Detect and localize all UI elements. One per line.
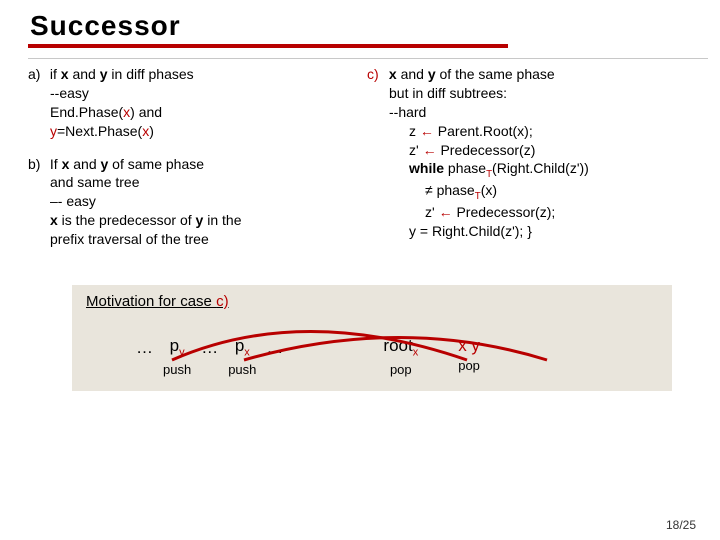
motivation-title: Motivation for case c) <box>72 293 672 310</box>
case-c-line6: while phaseT(Right.Child(z')) <box>367 159 692 181</box>
dots-1: … <box>132 336 157 360</box>
case-c-line4: z ← Parent.Root(x); <box>367 122 692 141</box>
left-column: a) if x and y in diff phases --easy End.… <box>28 65 353 263</box>
case-b-line4: x is the predecessor of y in the <box>28 211 353 230</box>
case-a-line4: y=Next.Phase(x) <box>28 122 353 141</box>
case-c-line3: --hard <box>367 103 692 122</box>
case-a-line3: End.Phase(x) and <box>28 103 353 122</box>
page-number: 18/25 <box>666 518 696 532</box>
dots-2: … <box>197 336 222 360</box>
case-a-line1: if x and y in diff phases <box>50 66 194 82</box>
case-a-line2: --easy <box>28 84 353 103</box>
cell-py: py push <box>163 336 191 377</box>
dots-3: … <box>262 336 287 360</box>
gray-divider <box>28 58 708 59</box>
content-columns: a) if x and y in diff phases --easy End.… <box>28 65 692 263</box>
case-b-line1: If x and y of same phase <box>50 156 204 172</box>
cell-px: px push <box>228 336 256 377</box>
cell-rootx: rootx pop <box>383 336 418 377</box>
case-c: c) x and y of the same phase but in diff… <box>367 65 692 241</box>
case-b: b) If x and y of same phase and same tre… <box>28 155 353 249</box>
case-c-label: c) <box>367 65 385 84</box>
case-a-label: a) <box>28 65 46 84</box>
case-b-line2: and same tree <box>28 173 353 192</box>
case-c-line7: ≠ phaseT(x) <box>367 181 692 203</box>
case-c-line2: but in diff subtrees: <box>367 84 692 103</box>
case-b-line3: –- easy <box>28 192 353 211</box>
cell-xy: x y pop <box>458 336 480 373</box>
case-c-line9: y = Right.Child(z'); } <box>367 222 692 241</box>
case-c-line8: z' ← Predecessor(z); <box>367 203 692 222</box>
case-c-line1: x and y of the same phase <box>389 66 555 82</box>
case-b-line5: prefix traversal of the tree <box>28 230 353 249</box>
slide-title: Successor <box>30 10 692 42</box>
case-c-line5: z' ← Predecessor(z) <box>367 141 692 160</box>
title-underline <box>28 44 508 48</box>
motivation-box: Motivation for case c) … py push … px pu… <box>72 285 672 391</box>
case-a: a) if x and y in diff phases --easy End.… <box>28 65 353 141</box>
motivation-row: … py push … px push … rootx pop x y pop <box>72 336 672 377</box>
case-b-label: b) <box>28 155 46 174</box>
right-column: c) x and y of the same phase but in diff… <box>367 65 692 263</box>
